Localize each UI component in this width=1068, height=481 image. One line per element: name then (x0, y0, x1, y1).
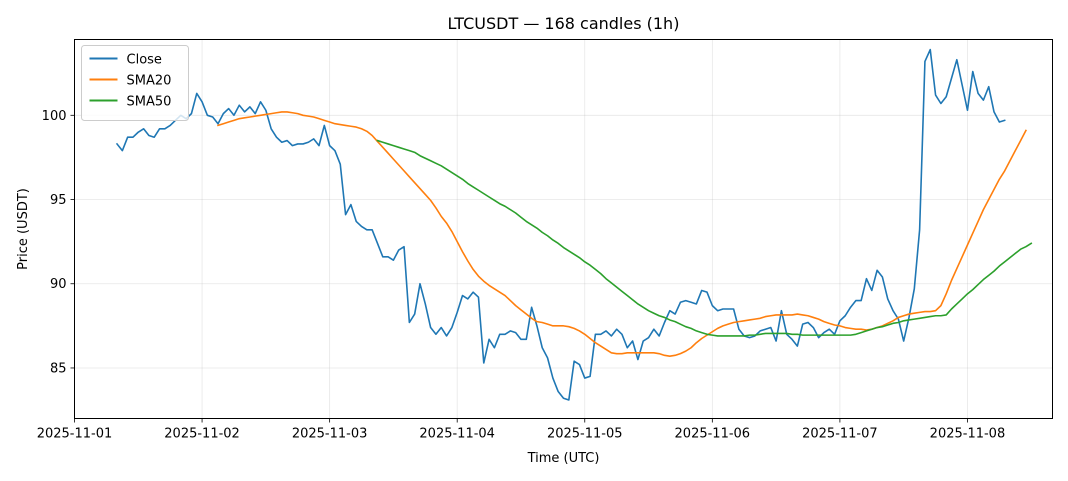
plot-frame (74, 39, 1053, 419)
x-tick-label: 2025-11-02 (164, 427, 240, 442)
y-axis-label: Price (USDT) (16, 188, 31, 270)
x-tick-label: 2025-11-08 (930, 427, 1006, 442)
y-tick-label: 100 (42, 109, 67, 124)
legend-label-close: Close (127, 53, 162, 68)
x-tick-label: 2025-11-04 (419, 427, 495, 442)
series-line-close (115, 48, 1006, 401)
series-line-sma20 (217, 111, 1028, 357)
series-lines (115, 48, 1033, 401)
chart-title: LTCUSDT — 168 candles (1h) (448, 14, 680, 33)
legend-label-sma50: SMA50 (127, 95, 172, 110)
y-tick-label: 85 (50, 361, 67, 376)
legend-box (81, 45, 189, 121)
y-tick-label: 90 (50, 277, 67, 292)
x-axis: 2025-11-01 2025-11-02 2025-11-03 2025-11-04… (37, 418, 1006, 442)
x-tick-label: 2025-11-05 (547, 427, 623, 442)
x-tick-label: 2025-11-07 (802, 427, 878, 442)
x-tick-label: 2025-11-01 (37, 427, 113, 442)
y-tick-label: 95 (50, 193, 67, 208)
grid (74, 39, 1053, 419)
legend: Close SMA20 SMA50 (81, 45, 189, 121)
x-tick-label: 2025-11-06 (675, 427, 751, 442)
legend-label-sma20: SMA20 (127, 74, 172, 89)
y-axis: 85 90 95 100 (42, 109, 75, 376)
series-line-sma50 (376, 139, 1033, 337)
x-tick-label: 2025-11-03 (292, 427, 368, 442)
x-axis-label: Time (UTC) (527, 451, 600, 466)
